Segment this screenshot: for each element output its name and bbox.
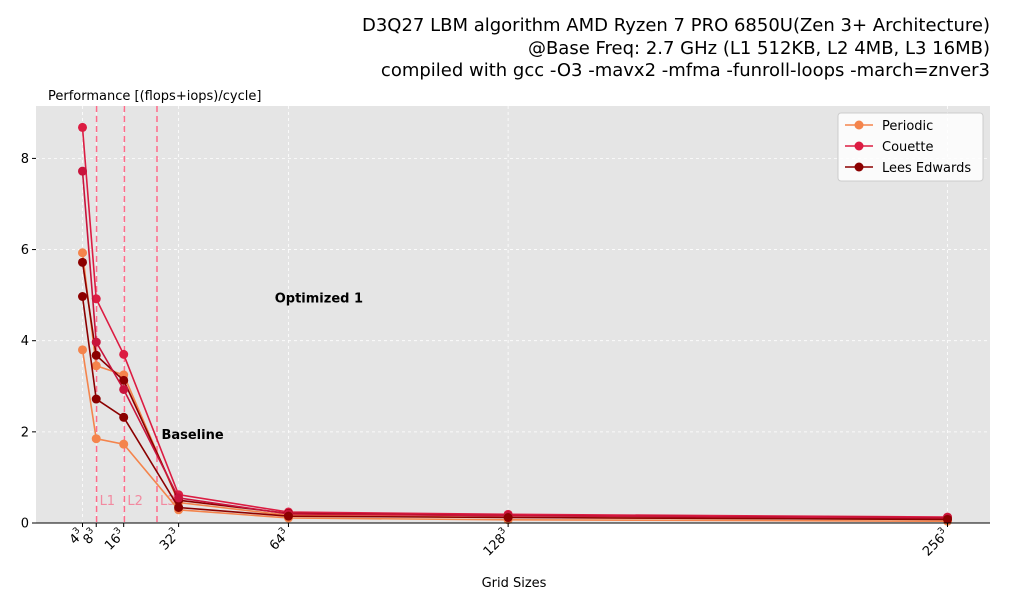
data-point: [78, 257, 87, 267]
data-point: [91, 294, 101, 304]
data-point: [503, 513, 513, 523]
data-point: [174, 503, 184, 513]
data-point: [119, 375, 129, 385]
legend-label: Couette: [882, 140, 933, 155]
series-unlabeled-5: [78, 291, 952, 524]
data-point: [174, 493, 184, 503]
x-tick-text: 323: [156, 526, 184, 554]
data-point: [91, 361, 101, 371]
legend-swatch-marker: [854, 162, 864, 172]
y-tick-label: 4: [21, 334, 29, 349]
y-tick-label: 6: [21, 243, 29, 258]
x-tick-label: 83: [79, 526, 101, 548]
legend-box: [837, 112, 984, 182]
x-tick-exponent: 3: [167, 526, 178, 537]
cache-label: L3: [160, 494, 176, 509]
x-tick-label: 163: [101, 526, 129, 554]
x-tick-exponent: 3: [277, 526, 288, 537]
data-point: [283, 511, 293, 521]
x-tick-exponent: 3: [85, 526, 96, 537]
plot-background: [36, 106, 990, 523]
x-tick-exponent: 3: [936, 526, 947, 537]
title-line: D3Q27 LBM algorithm AMD Ryzen 7 PRO 6850…: [361, 15, 990, 36]
data-point: [78, 166, 87, 176]
x-tick-label: 643: [266, 526, 294, 554]
annotations: Optimized 1 Baseline: [161, 291, 363, 443]
data-point: [78, 122, 87, 132]
data-point: [91, 434, 101, 444]
x-tick-label: 2563: [919, 526, 953, 560]
x-tick-text: 643: [266, 526, 294, 554]
title-line: @Base Freq: 2.7 GHz (L1 512KB, L2 4MB, L…: [527, 37, 990, 59]
data-point: [78, 345, 87, 355]
legend-label: Lees Edwards: [882, 161, 971, 176]
series-layer: [78, 122, 952, 526]
x-tick-text: 2563: [919, 526, 953, 560]
data-point: [119, 349, 129, 359]
data-point: [943, 514, 952, 524]
annotation: Optimized 1: [275, 291, 363, 306]
data-point: [119, 439, 129, 449]
x-tick-label: 323: [156, 526, 184, 554]
x-tick-exponent: 3: [497, 526, 508, 537]
x-axis-label: Grid Sizes: [482, 576, 547, 591]
x-tick-exponent: 3: [112, 526, 123, 537]
data-point: [119, 412, 129, 422]
data-point: [78, 291, 87, 301]
x-tick-text: 83: [79, 526, 101, 548]
title-line: compiled with gcc -O3 -mavx2 -mfma -funr…: [380, 60, 990, 81]
legend: Periodic Couette Lees Edwards: [837, 112, 984, 182]
x-tick-text: 1283: [479, 526, 513, 560]
y-axis-label: Performance [(flops+iops)/cycle]: [48, 89, 261, 104]
data-point: [78, 248, 87, 258]
x-tick-text: 163: [101, 526, 129, 554]
legend-swatch-marker: [854, 141, 864, 151]
y-axis-ticks: 0 2 4 6 8: [21, 152, 36, 532]
legend-label: Periodic: [882, 119, 933, 134]
y-tick-label: 0: [21, 517, 29, 532]
chart-title: D3Q27 LBM algorithm AMD Ryzen 7 PRO 6850…: [362, 15, 990, 83]
annotation: Baseline: [161, 428, 223, 443]
data-point: [91, 337, 101, 347]
x-tick-label: 1283: [479, 526, 513, 560]
cache-label: L1: [100, 494, 116, 509]
y-tick-label: 8: [21, 152, 29, 167]
x-tick-exponent: 3: [71, 526, 82, 537]
cache-boundaries: L1 L2 L3: [95, 106, 176, 523]
data-point: [91, 394, 101, 404]
legend-swatch-marker: [854, 120, 864, 130]
y-tick-label: 2: [21, 425, 29, 440]
data-point: [91, 350, 101, 360]
cache-label: L2: [127, 494, 143, 509]
data-point: [119, 384, 129, 394]
